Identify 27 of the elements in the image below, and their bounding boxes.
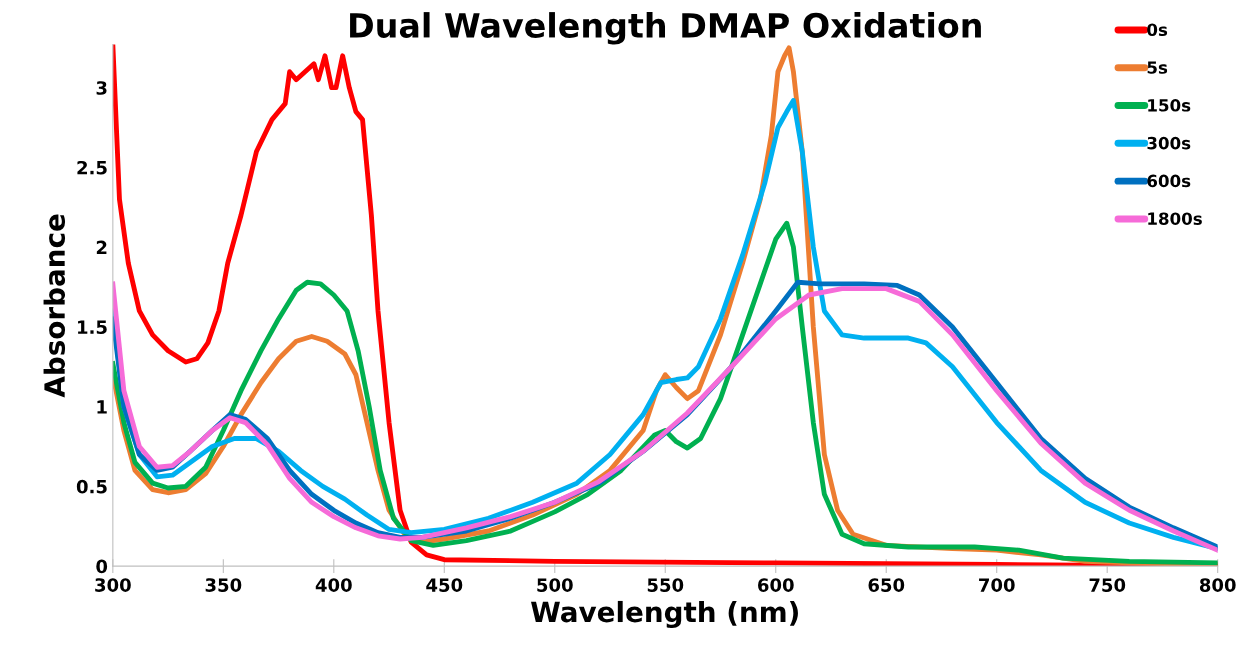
- x-tick-label: 700: [979, 578, 1015, 592]
- x-tick-label: 400: [315, 578, 352, 592]
- x-tick-label: 650: [868, 578, 905, 592]
- x-tick-label: 800: [1199, 578, 1236, 592]
- legend-label: 1800s: [1148, 212, 1202, 225]
- legend-label: 0s: [1147, 23, 1168, 37]
- legend-label: 600s: [1147, 174, 1191, 188]
- legend-label: 150s: [1148, 99, 1191, 112]
- y-tick-label: 3: [96, 81, 107, 95]
- legend-label: 300s: [1147, 136, 1191, 150]
- y-tick-label: 2: [96, 240, 107, 255]
- y-tick-label: 0.5: [76, 479, 107, 494]
- y-tick-label: 2.5: [77, 160, 107, 175]
- y-tick-label: 0: [96, 559, 108, 574]
- x-tick-label: 550: [647, 578, 684, 592]
- x-tick-label: 350: [205, 578, 242, 592]
- x-tick-label: 750: [1089, 578, 1126, 592]
- y-tick-label: 1: [97, 400, 107, 414]
- x-axis-title: Wavelength (nm): [531, 600, 798, 629]
- legend-label: 5s: [1147, 61, 1168, 74]
- x-tick-label: 450: [426, 578, 463, 592]
- chart-title: Dual Wavelength DMAP Oxidation: [350, 12, 981, 45]
- x-tick-label: 600: [758, 578, 794, 592]
- y-tick-label: 1.5: [78, 320, 107, 335]
- y-axis-title: Absorbance: [43, 214, 66, 398]
- x-tick-label: 500: [537, 578, 573, 592]
- x-tick-label: 300: [95, 578, 131, 592]
